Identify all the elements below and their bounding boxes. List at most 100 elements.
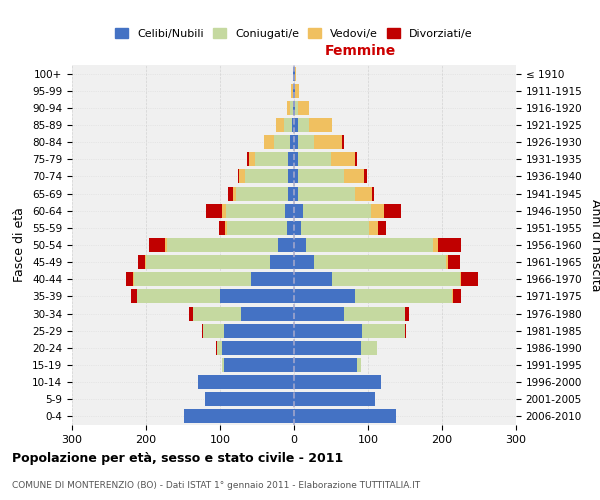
Bar bbox=[145, 255, 146, 269]
Bar bbox=[205, 392, 294, 406]
Bar bbox=[298, 101, 309, 115]
Bar bbox=[222, 358, 224, 372]
Bar bbox=[198, 375, 294, 389]
Bar bbox=[384, 204, 401, 218]
Bar bbox=[225, 221, 227, 235]
Bar bbox=[215, 341, 217, 355]
Bar bbox=[446, 255, 448, 269]
Bar bbox=[224, 358, 294, 372]
Bar bbox=[284, 118, 292, 132]
Bar bbox=[293, 66, 294, 80]
Bar bbox=[165, 238, 167, 252]
Bar bbox=[342, 135, 344, 149]
Bar bbox=[288, 152, 294, 166]
Bar bbox=[222, 204, 226, 218]
Bar bbox=[303, 204, 371, 218]
Bar bbox=[239, 170, 245, 183]
Bar bbox=[344, 306, 405, 320]
Bar bbox=[295, 101, 298, 115]
Bar bbox=[372, 186, 374, 200]
Bar bbox=[149, 238, 165, 252]
Bar bbox=[206, 204, 222, 218]
Bar bbox=[453, 290, 461, 304]
Bar bbox=[287, 101, 290, 115]
Bar bbox=[294, 238, 306, 252]
Bar bbox=[298, 152, 331, 166]
Bar bbox=[294, 118, 298, 132]
Bar bbox=[355, 186, 372, 200]
Bar bbox=[189, 306, 193, 320]
Bar bbox=[295, 84, 299, 98]
Bar bbox=[133, 272, 134, 286]
Bar bbox=[295, 66, 296, 80]
Bar bbox=[227, 221, 287, 235]
Legend: Celibi/Nubili, Coniugati/e, Vedovi/e, Divorziati/e: Celibi/Nubili, Coniugati/e, Vedovi/e, Di… bbox=[111, 24, 477, 44]
Bar bbox=[294, 170, 298, 183]
Bar bbox=[288, 170, 294, 183]
Bar bbox=[224, 324, 294, 338]
Bar bbox=[274, 135, 290, 149]
Bar bbox=[290, 101, 293, 115]
Bar bbox=[314, 255, 446, 269]
Bar bbox=[379, 221, 386, 235]
Bar bbox=[294, 306, 344, 320]
Bar bbox=[290, 135, 294, 149]
Bar bbox=[298, 170, 344, 183]
Bar bbox=[344, 170, 364, 183]
Bar bbox=[460, 272, 461, 286]
Bar bbox=[294, 186, 298, 200]
Bar bbox=[146, 255, 271, 269]
Bar bbox=[255, 152, 288, 166]
Bar bbox=[222, 341, 294, 355]
Bar bbox=[217, 341, 222, 355]
Bar bbox=[294, 341, 361, 355]
Bar bbox=[241, 306, 294, 320]
Bar bbox=[238, 170, 239, 183]
Bar bbox=[184, 410, 294, 424]
Bar bbox=[247, 152, 249, 166]
Bar bbox=[275, 118, 284, 132]
Bar bbox=[314, 135, 342, 149]
Bar bbox=[236, 186, 288, 200]
Bar bbox=[294, 324, 362, 338]
Bar bbox=[298, 186, 355, 200]
Bar bbox=[461, 272, 478, 286]
Bar bbox=[293, 101, 294, 115]
Bar bbox=[193, 306, 241, 320]
Bar bbox=[433, 238, 437, 252]
Bar bbox=[294, 135, 298, 149]
Bar bbox=[294, 152, 298, 166]
Bar bbox=[294, 392, 376, 406]
Text: Femmine: Femmine bbox=[325, 44, 396, 58]
Bar bbox=[405, 306, 409, 320]
Bar bbox=[288, 186, 294, 200]
Bar bbox=[448, 255, 460, 269]
Bar bbox=[298, 118, 309, 132]
Bar bbox=[294, 375, 382, 389]
Bar bbox=[226, 204, 285, 218]
Bar bbox=[245, 170, 288, 183]
Bar bbox=[203, 324, 224, 338]
Bar bbox=[233, 186, 236, 200]
Bar bbox=[294, 272, 332, 286]
Bar bbox=[332, 272, 460, 286]
Bar bbox=[371, 204, 384, 218]
Bar bbox=[364, 170, 367, 183]
Bar bbox=[294, 204, 303, 218]
Bar bbox=[263, 135, 274, 149]
Bar bbox=[370, 221, 379, 235]
Bar bbox=[134, 272, 251, 286]
Bar bbox=[249, 152, 255, 166]
Bar bbox=[294, 84, 295, 98]
Y-axis label: Anni di nascita: Anni di nascita bbox=[589, 198, 600, 291]
Bar bbox=[287, 221, 294, 235]
Bar bbox=[220, 290, 294, 304]
Text: COMUNE DI MONTERENZIO (BO) - Dati ISTAT 1° gennaio 2011 - Elaborazione TUTTITALI: COMUNE DI MONTERENZIO (BO) - Dati ISTAT … bbox=[12, 481, 420, 490]
Bar bbox=[298, 135, 314, 149]
Bar bbox=[219, 221, 225, 235]
Bar bbox=[405, 324, 406, 338]
Bar bbox=[355, 290, 452, 304]
Bar bbox=[309, 118, 332, 132]
Bar bbox=[285, 204, 294, 218]
Bar bbox=[294, 255, 314, 269]
